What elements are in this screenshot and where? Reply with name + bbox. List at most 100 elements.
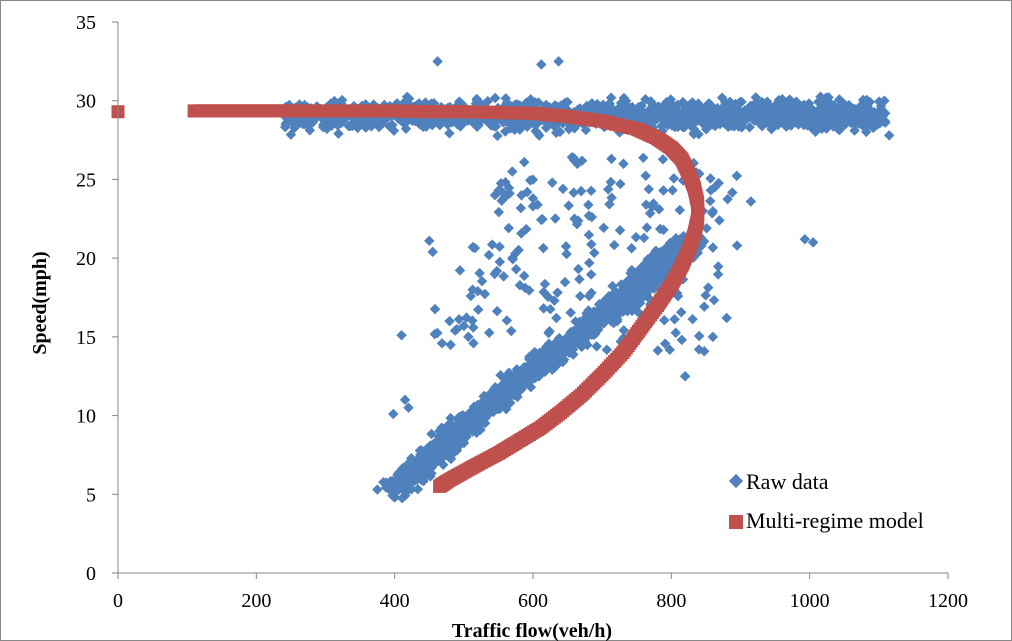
raw-data-point <box>542 291 554 302</box>
raw-data-point <box>427 246 438 258</box>
raw-data-point <box>435 436 447 447</box>
raw-data-point <box>768 120 780 131</box>
raw-data-point <box>590 314 601 326</box>
raw-data-point <box>508 390 520 401</box>
raw-data-point <box>491 305 503 317</box>
raw-data-point <box>281 117 292 128</box>
raw-data-point <box>403 402 414 413</box>
x-tick-label: 800 <box>656 590 686 612</box>
raw-data-point <box>493 206 505 218</box>
raw-data-point <box>594 305 606 316</box>
raw-data-point <box>721 312 732 324</box>
raw-data-point <box>333 128 344 139</box>
raw-data-point <box>498 271 509 282</box>
raw-data-point <box>483 327 495 339</box>
raw-data-point <box>627 295 638 307</box>
raw-data-point <box>775 112 786 124</box>
raw-data-point <box>713 261 724 272</box>
raw-data-point <box>453 314 465 325</box>
raw-data-point <box>519 156 530 168</box>
raw-data-point <box>399 394 411 406</box>
raw-data-point <box>326 120 338 131</box>
raw-data-point <box>429 303 441 315</box>
raw-data-point <box>566 337 577 348</box>
raw-data-point <box>679 370 691 382</box>
raw-data-point <box>498 388 509 400</box>
raw-data-point <box>707 242 719 253</box>
raw-data-point <box>406 455 417 466</box>
legend-marker-raw-data <box>728 473 744 489</box>
raw-data-point <box>401 479 413 490</box>
raw-data-point <box>426 461 438 472</box>
raw-data-point <box>503 182 515 194</box>
raw-data-point <box>704 106 716 117</box>
legend-label-raw-data: Raw data <box>746 469 829 494</box>
raw-data-point <box>731 170 743 182</box>
raw-data-point <box>783 102 794 113</box>
ticks-layer: 0 200 400 600 800 1000 1200 0 5 10 15 20 25 30 35 <box>76 12 968 612</box>
raw-data-point <box>448 447 459 459</box>
raw-data-point <box>629 268 641 280</box>
raw-data-point <box>444 315 455 327</box>
raw-data-point <box>639 259 650 270</box>
raw-data-point <box>674 204 686 216</box>
raw-data-point <box>626 243 637 254</box>
raw-data-point <box>799 234 811 245</box>
raw-data-point <box>755 103 766 114</box>
raw-data-point <box>557 356 568 368</box>
raw-data-point <box>648 198 659 209</box>
raw-data-point <box>514 124 526 135</box>
raw-data-point <box>528 366 539 378</box>
raw-data-point <box>459 412 470 423</box>
raw-data-point <box>829 100 840 111</box>
y-tick-label: 10 <box>76 406 96 428</box>
raw-data-point <box>612 314 623 325</box>
x-tick-label: 600 <box>518 590 548 612</box>
raw-data-point <box>494 241 505 252</box>
raw-data-point <box>665 94 676 105</box>
raw-data-point <box>586 287 597 299</box>
y-tick-label: 5 <box>86 484 96 506</box>
raw-data-point <box>659 110 671 121</box>
raw-data-point <box>469 409 480 420</box>
raw-data-point <box>521 372 533 383</box>
raw-data-point <box>562 96 573 108</box>
raw-data-point <box>676 334 688 346</box>
raw-data-point <box>618 325 629 336</box>
raw-data-point <box>384 484 396 495</box>
raw-data-point <box>559 276 571 288</box>
raw-data-point <box>516 228 527 239</box>
raw-data-point <box>289 122 300 134</box>
raw-data-point <box>463 425 475 436</box>
raw-data-point <box>487 388 498 400</box>
raw-data-point <box>641 112 652 123</box>
x-tick-label: 200 <box>241 590 271 612</box>
raw-data-point <box>612 295 623 306</box>
raw-data-point <box>444 128 455 139</box>
raw-data-point <box>454 265 466 276</box>
raw-data-point <box>468 322 479 333</box>
raw-data-point <box>400 123 412 134</box>
raw-data-point <box>728 121 740 132</box>
raw-data-point <box>373 115 384 126</box>
raw-data-point <box>492 130 503 142</box>
raw-data-point <box>445 412 456 424</box>
raw-data-point <box>529 119 540 130</box>
raw-data-point <box>722 193 733 205</box>
raw-data-point <box>404 470 415 481</box>
raw-data-point <box>575 326 586 338</box>
raw-data-point <box>424 235 435 247</box>
raw-data-point <box>389 492 400 503</box>
raw-data-point <box>651 277 663 288</box>
raw-data-point <box>615 97 627 109</box>
raw-data-point <box>868 122 879 134</box>
raw-data-point <box>448 437 459 449</box>
raw-data-point <box>467 284 478 295</box>
raw-data-point <box>416 474 427 486</box>
raw-data-point <box>626 284 637 296</box>
raw-data-point <box>469 242 481 254</box>
raw-data-point <box>582 339 593 351</box>
raw-data-point <box>608 107 620 118</box>
raw-data-point <box>476 275 488 287</box>
